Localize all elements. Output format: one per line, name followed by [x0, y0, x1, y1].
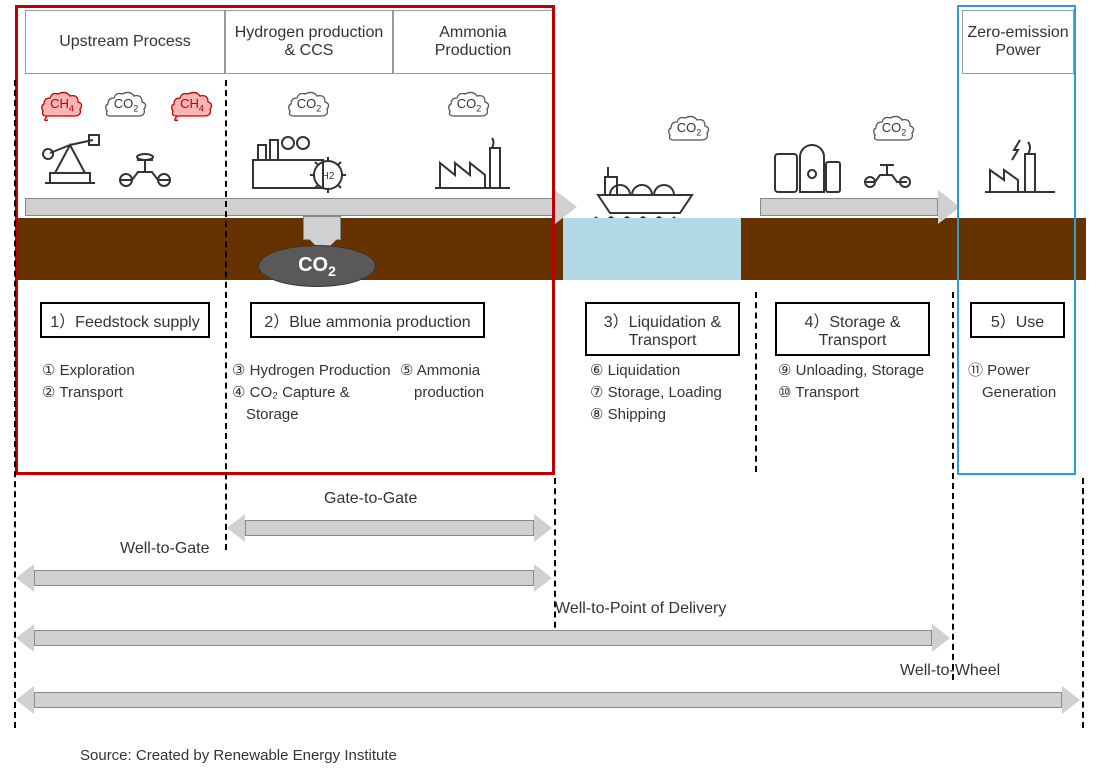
range-wellwheel-label: Well-to-Wheel — [900, 662, 1000, 680]
range-wellpod-label: Well-to-Point of Delivery — [555, 600, 726, 618]
cloud-co2-3: CO2 — [445, 88, 493, 122]
ccs-down-arrow — [303, 216, 341, 240]
power-plant-icon — [980, 130, 1065, 200]
pipe-segment-1 — [25, 198, 555, 216]
range-wellgate-arrow — [16, 564, 552, 592]
pumpjack-icon — [35, 125, 105, 195]
stage-4-box: 4）Storage & Transport — [775, 302, 930, 356]
ground-right — [741, 218, 1086, 280]
vline-end — [1082, 478, 1084, 728]
stage-3-box: 3）Liquidation & Transport — [585, 302, 740, 356]
range-wellgate-label: Well-to-Gate — [120, 540, 210, 558]
stage-3-items: ⑥ Liquidation ⑦ Storage, Loading ⑧ Shipp… — [590, 360, 750, 425]
vline-delivery — [952, 292, 954, 680]
stage-1-items: ① Exploration ② Transport — [42, 360, 222, 404]
source-text: Source: Created by Renewable Energy Inst… — [80, 747, 397, 764]
lifecycle-diagram: Upstream Process Hydrogen production & C… — [0, 0, 1105, 774]
pipe-segment-2 — [760, 198, 938, 216]
co2-storage-ellipse: CO2 — [258, 245, 376, 287]
cloud-co2-5: CO2 — [870, 112, 918, 146]
ship-icon — [590, 155, 700, 225]
h2-plant-icon: H2 — [248, 125, 358, 195]
cloud-co2-1: CO2 — [102, 88, 150, 122]
water-section — [563, 218, 741, 280]
pipe-arrowhead-2 — [938, 190, 960, 224]
ammonia-plant-icon — [430, 130, 515, 195]
cloud-co2-4: CO2 — [665, 112, 713, 146]
vline-gate-start — [225, 80, 227, 550]
cloud-ch4-1: CH4 — [38, 88, 86, 122]
range-gate-arrow — [227, 514, 552, 542]
stage-5-box: 5）Use — [970, 302, 1065, 338]
valve-icon-1 — [115, 145, 175, 195]
header-row: Upstream Process Hydrogen production & C… — [25, 10, 553, 74]
valve-icon-2 — [860, 150, 915, 195]
svg-text:H2: H2 — [322, 171, 335, 182]
header-upstream: Upstream Process — [25, 10, 225, 74]
cloud-ch4-2: CH4 — [168, 88, 216, 122]
header-zero-emission: Zero-emission Power — [962, 10, 1074, 74]
stage-4-items: ⑨ Unloading, Storage ⑩ Transport — [778, 360, 943, 404]
pipe-arrowhead-1 — [555, 190, 577, 224]
header-hydrogen: Hydrogen production & CCS — [225, 10, 393, 74]
range-wellpod-arrow — [16, 624, 950, 652]
stage-2-items-b: ⑤ Ammonia production — [400, 360, 550, 404]
stage-1-box: 1）Feedstock supply — [40, 302, 210, 338]
cloud-co2-2: CO2 — [285, 88, 333, 122]
stage-5-items: ⑪ Power Generation — [968, 360, 1083, 404]
vline-stage4 — [755, 292, 757, 472]
stage-2-items-a: ③ Hydrogen Production ④ CO₂ Capture & St… — [232, 360, 392, 425]
range-wellwheel-arrow — [16, 686, 1080, 714]
range-gate-label: Gate-to-Gate — [324, 490, 417, 508]
stage-2-box: 2）Blue ammonia production — [250, 302, 485, 338]
storage-tank-icon — [770, 142, 845, 197]
header-ammonia: Ammonia Production — [393, 10, 553, 74]
